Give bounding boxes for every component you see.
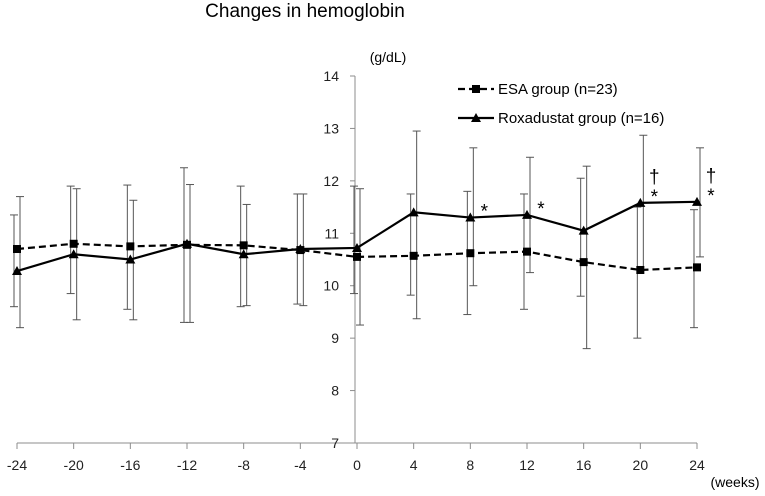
y-tick-label: 7 — [331, 435, 339, 451]
axes: -24 -20 -16 -12 -8 -4 0 4 8 12 16 20 24 7 8 9 10 11 12 13 14 — [7, 68, 705, 473]
x-tick-label: -4 — [294, 457, 307, 473]
esa-data-point — [353, 252, 361, 261]
esa-data-point — [579, 258, 588, 267]
error-bar — [406, 193, 415, 296]
legend-triangle-marker — [471, 113, 481, 122]
legend-square-marker — [472, 85, 480, 93]
error-bar — [576, 177, 585, 297]
significance-asterisk: * — [481, 202, 489, 223]
esa-data-point — [69, 239, 78, 248]
significance-dagger: † — [706, 166, 717, 187]
y-tick-label: 14 — [323, 68, 339, 84]
x-tick-label: 12 — [519, 457, 535, 473]
x-tick-label: 4 — [410, 457, 418, 473]
y-tick-label: 8 — [331, 383, 339, 399]
x-tick-label: 20 — [633, 457, 649, 473]
esa-data-point — [693, 263, 701, 272]
x-tick-label: -24 — [7, 457, 27, 473]
roxadustat-data-point — [12, 266, 22, 276]
error-bar — [582, 165, 591, 350]
esa-data-point — [409, 251, 418, 260]
legend-entry: ESA group (n=23) — [458, 81, 618, 98]
error-bars — [10, 130, 704, 350]
roxadustat-data-point — [68, 249, 79, 259]
legend: ESA group (n=23) Roxadustat group (n=16) — [458, 81, 664, 127]
significance-asterisk: * — [651, 187, 659, 208]
y-tick-label: 13 — [323, 120, 339, 136]
significance-annotations: * ** *† † — [481, 166, 717, 223]
esa-data-point — [13, 245, 21, 254]
esa-data-point — [239, 241, 248, 250]
x-tick-label: 16 — [576, 457, 592, 473]
esa-data-point — [523, 247, 531, 256]
roxadustat-data-point — [522, 209, 532, 219]
data-markers — [12, 196, 702, 276]
x-tick-label: -16 — [120, 457, 140, 473]
legend-entry: Roxadustat group (n=16) — [458, 110, 664, 127]
error-bar — [350, 185, 358, 295]
roxadustat-data-point — [182, 238, 192, 248]
error-bar — [412, 130, 421, 320]
x-tick-label: -12 — [177, 457, 197, 473]
x-tick-label: 24 — [689, 457, 705, 473]
y-axis-unit-label: (g/dL) — [370, 49, 407, 65]
error-bar — [10, 214, 18, 308]
legend-label: Roxadustat group (n=16) — [498, 110, 664, 127]
x-tick-label: 0 — [353, 457, 361, 473]
roxadustat-data-point — [465, 212, 476, 222]
y-tick-label: 9 — [331, 330, 339, 346]
x-tick-label: -8 — [237, 457, 250, 473]
significance-dagger: † — [649, 167, 660, 188]
esa-data-point — [126, 242, 135, 251]
roxadustat-data-point — [295, 244, 306, 254]
x-axis-unit-label: (weeks) — [710, 474, 759, 490]
roxadustat-data-point — [635, 197, 646, 207]
error-bar — [186, 184, 194, 323]
x-tick-label: 8 — [466, 457, 474, 473]
x-tick-label: -20 — [64, 457, 84, 473]
y-tick-label: 12 — [323, 173, 339, 189]
roxadustat-data-point — [408, 207, 419, 217]
roxadustat-data-point — [352, 242, 362, 252]
roxadustat-data-point — [692, 196, 702, 206]
esa-data-point — [466, 249, 475, 258]
y-tick-label: 10 — [323, 278, 339, 294]
roxadustat-data-point — [578, 225, 589, 235]
esa-data-point — [636, 265, 645, 274]
chart-title: Changes in hemoglobin — [205, 1, 405, 22]
significance-asterisk: * — [707, 186, 715, 207]
y-tick-label: 11 — [324, 225, 339, 241]
legend-label: ESA group (n=23) — [498, 81, 618, 98]
roxadustat-data-point — [125, 254, 136, 264]
error-bar — [16, 196, 24, 329]
significance-asterisk: * — [537, 199, 545, 220]
roxadustat-data-point — [238, 249, 249, 259]
